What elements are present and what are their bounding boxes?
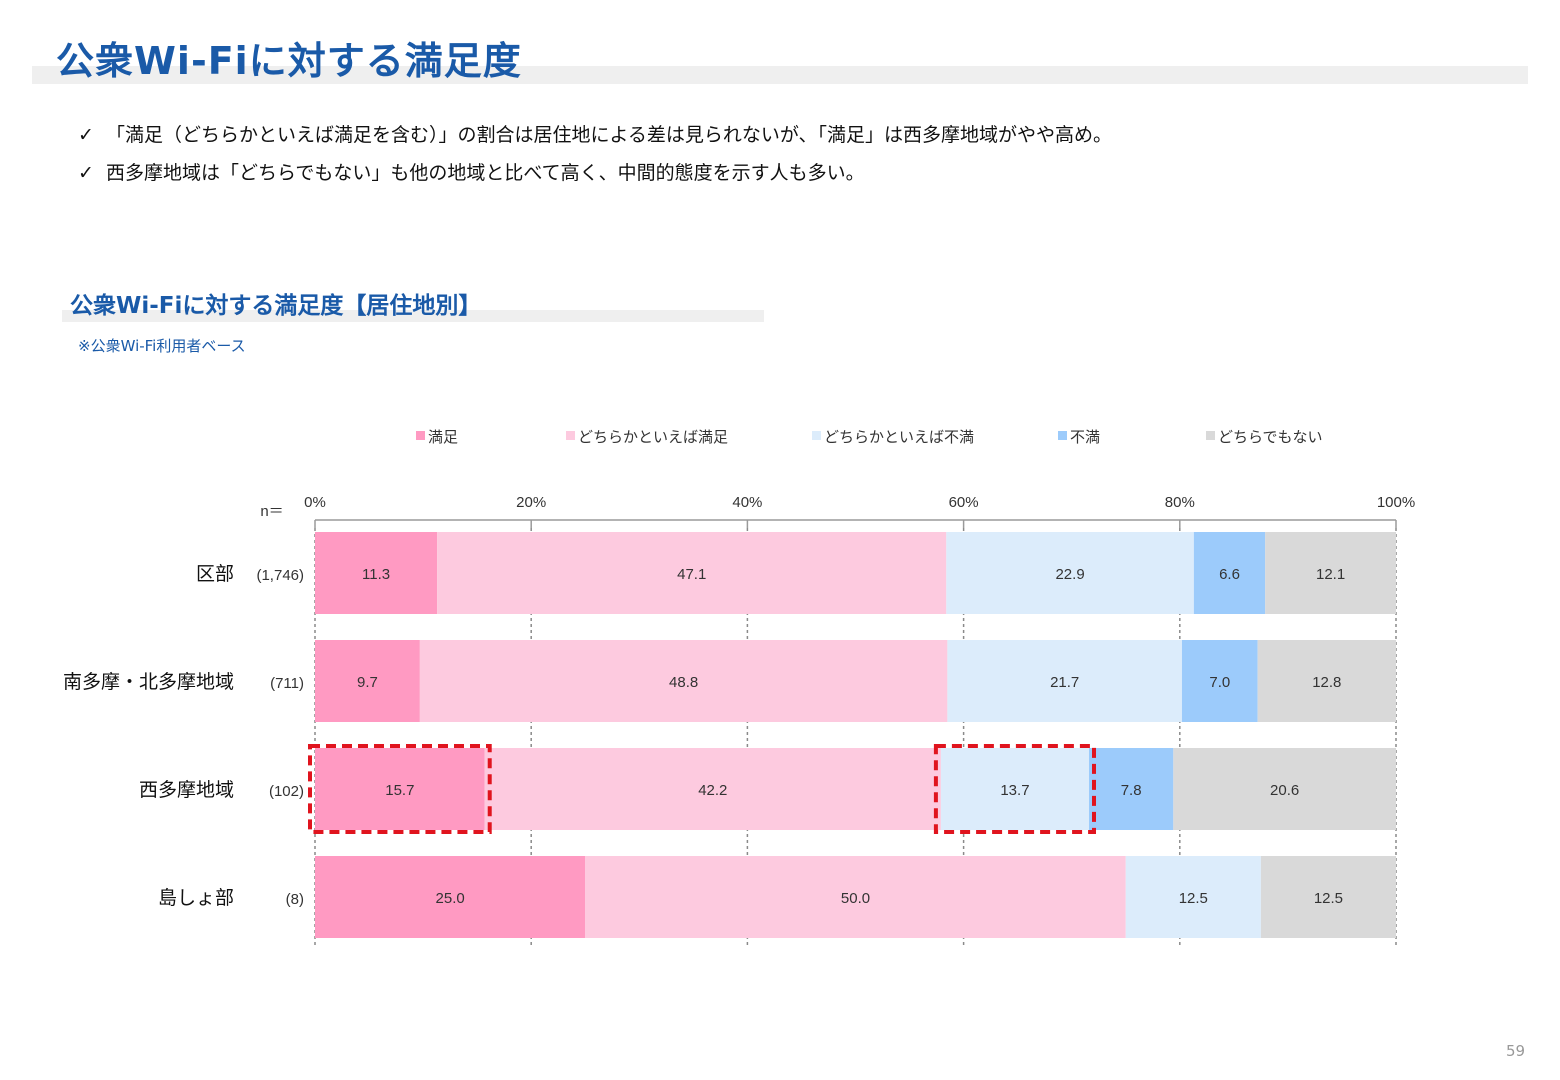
page-number: 59 [1506, 1042, 1526, 1060]
n-value-label: (1,746) [256, 567, 304, 584]
legend-label: どちらかといえば満足 [578, 429, 728, 446]
bar-segment [1181, 640, 1258, 722]
legend-swatch [1206, 431, 1215, 440]
data-label: 15.7 [385, 782, 414, 799]
x-tick-label: 100% [1377, 494, 1415, 511]
data-label: 13.7 [1000, 782, 1029, 799]
x-tick-label: 60% [949, 494, 979, 511]
bar-segment [1260, 856, 1396, 938]
category-label: 島しょ部 [158, 887, 234, 909]
category-label: 西多摩地域 [139, 779, 234, 801]
data-label: 12.1 [1316, 566, 1345, 583]
n-value-label: (8) [286, 891, 304, 908]
data-label: 25.0 [436, 890, 465, 907]
data-label: 7.0 [1209, 674, 1230, 691]
bar-segment [484, 748, 941, 830]
summary-text: 「満足（どちらかといえば満足を含む）」の割合は居住地による差は見られないが、「満… [106, 124, 1113, 146]
legend-swatch [416, 431, 425, 440]
title-band [32, 66, 1528, 84]
x-tick-label: 0% [304, 494, 326, 511]
chart-title: 公衆Wi-Fiに対する満足度【居住地別】 [70, 293, 482, 319]
summary-bullet: ✓ 「満足（どちらかといえば満足を含む）」の割合は居住地による差は見られないが、「… [78, 116, 1112, 154]
n-value-label: (711) [270, 675, 304, 692]
category-label: 区部 [196, 563, 234, 585]
legend-swatch [812, 431, 821, 440]
legend-label: 不満 [1070, 429, 1100, 446]
x-tick-label: 40% [732, 494, 762, 511]
category-label: 南多摩・北多摩地域 [63, 671, 234, 693]
n-label: n＝ [260, 503, 283, 520]
check-icon: ✓ [78, 162, 94, 184]
data-label: 50.0 [841, 890, 870, 907]
data-label: 12.8 [1312, 674, 1341, 691]
bar-segment [1257, 640, 1396, 722]
data-label: 11.3 [362, 566, 390, 583]
legend-label: どちらでもない [1218, 429, 1323, 446]
bar-segment [315, 856, 586, 938]
bar-segment [1265, 532, 1396, 614]
bar-segment [315, 532, 438, 614]
bar-segment [315, 748, 485, 830]
summary-bullets: ✓ 「満足（どちらかといえば満足を含む）」の割合は居住地による差は見られないが、「… [78, 116, 1112, 192]
page-title: 公衆Wi-Fiに対する満足度 [56, 39, 522, 83]
legend-swatch [566, 431, 575, 440]
bar-segment [585, 856, 1126, 938]
bar-segment [315, 640, 420, 722]
data-label: 22.9 [1055, 566, 1084, 583]
bar-segment [437, 532, 947, 614]
data-label: 20.6 [1270, 782, 1299, 799]
x-tick-label: 80% [1165, 494, 1195, 511]
bar-segment [1173, 748, 1396, 830]
base-note: ※公衆Wi-Fi利用者ベース [78, 337, 246, 355]
bar-segment [947, 640, 1182, 722]
legend-label: どちらかといえば不満 [824, 429, 974, 446]
bar-segment [1193, 532, 1266, 614]
data-label: 47.1 [677, 566, 706, 583]
data-label: 7.8 [1121, 782, 1142, 799]
bar-segment [1088, 748, 1174, 830]
data-label: 12.5 [1179, 890, 1208, 907]
check-icon: ✓ [78, 124, 94, 146]
data-label: 12.5 [1314, 890, 1343, 907]
x-tick-label: 20% [516, 494, 546, 511]
bar-segment [946, 532, 1194, 614]
data-label: 9.7 [357, 674, 378, 691]
legend-swatch [1058, 431, 1067, 440]
legend-label: 満足 [428, 429, 458, 446]
highlight-box [308, 744, 492, 834]
subtitle-band [62, 310, 764, 322]
data-label: 42.2 [698, 782, 727, 799]
bar-segment [1125, 856, 1261, 938]
bar-segment [419, 640, 948, 722]
n-value-label: (102) [269, 783, 304, 800]
data-label: 21.7 [1050, 674, 1079, 691]
data-label: 48.8 [669, 674, 698, 691]
summary-text: 西多摩地域は「どちらでもない」も他の地域と比べて高く、中間的態度を示す人も多い。 [106, 162, 865, 184]
data-label: 6.6 [1219, 566, 1240, 583]
bar-segment [940, 748, 1089, 830]
summary-bullet: ✓ 西多摩地域は「どちらでもない」も他の地域と比べて高く、中間的態度を示す人も多い… [78, 154, 1112, 192]
highlight-box [933, 744, 1096, 834]
